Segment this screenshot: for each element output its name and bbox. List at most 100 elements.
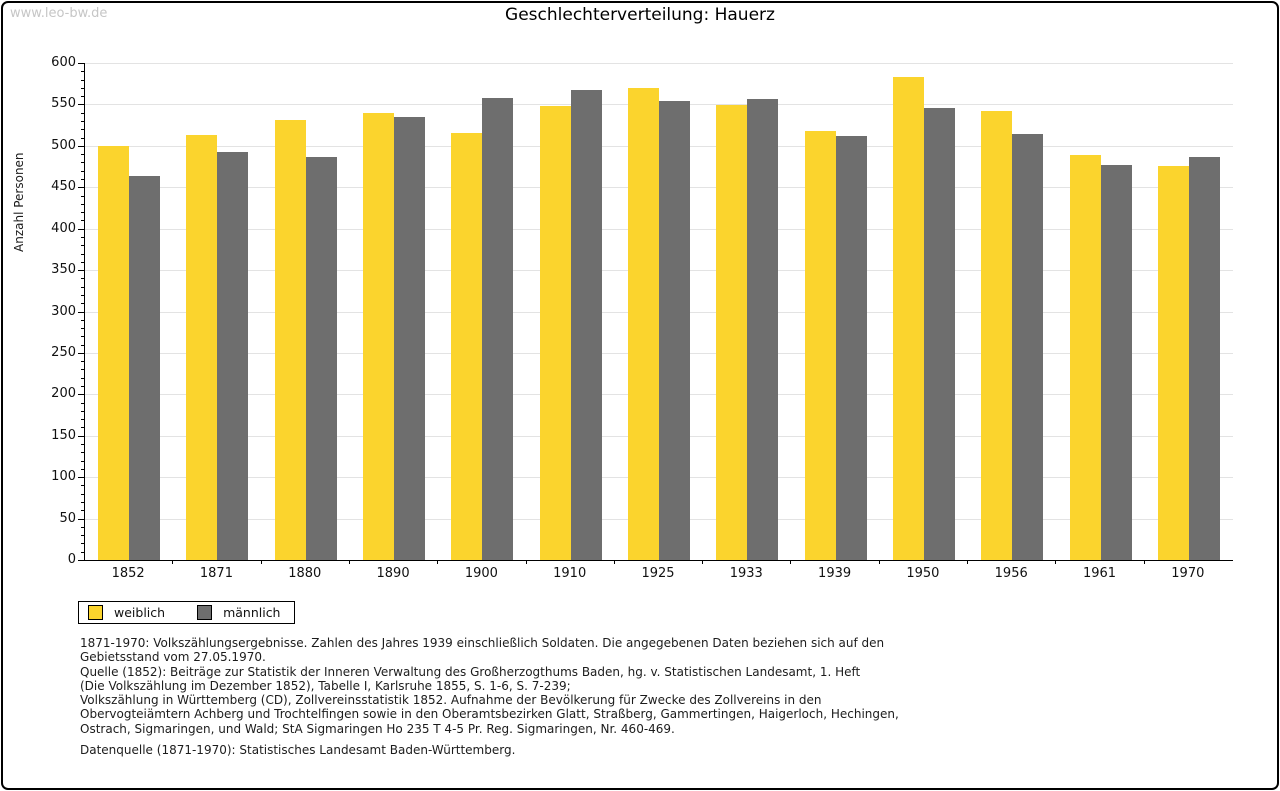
watermark-url: www.leo-bw.de bbox=[10, 6, 108, 21]
x-axis-tick bbox=[878, 560, 880, 564]
bar-männlich-1950 bbox=[923, 107, 955, 560]
x-axis-tick bbox=[437, 560, 439, 564]
x-axis-tick-label: 1956 bbox=[994, 566, 1028, 581]
y-axis-minor-tick bbox=[81, 303, 84, 305]
y-axis-minor-tick bbox=[81, 71, 84, 73]
bar-weiblich-1950 bbox=[892, 77, 924, 560]
x-axis-tick-label: 1950 bbox=[906, 566, 940, 581]
y-axis-minor-tick bbox=[81, 79, 84, 81]
y-axis-minor-tick bbox=[81, 543, 84, 545]
footnote-line: 1871-1970: Volkszählungsergebnisse. Zahl… bbox=[80, 636, 885, 650]
plot-area bbox=[84, 63, 1233, 561]
bar-männlich-1852 bbox=[129, 175, 161, 560]
y-axis-major-tick bbox=[78, 560, 84, 561]
y-axis-major-tick bbox=[78, 63, 84, 64]
legend-item-weiblich: weiblich bbox=[88, 605, 165, 620]
y-axis-minor-tick bbox=[81, 526, 84, 528]
x-axis-tick bbox=[525, 560, 527, 564]
y-axis-minor-tick bbox=[81, 162, 84, 164]
bar-männlich-1900 bbox=[482, 97, 514, 560]
y-axis-minor-tick bbox=[81, 203, 84, 205]
bar-weiblich-1880 bbox=[274, 120, 306, 560]
x-axis-tick bbox=[702, 560, 704, 564]
x-axis-tick-label: 1871 bbox=[199, 566, 233, 581]
y-axis-minor-tick bbox=[81, 87, 84, 89]
y-axis-major-tick bbox=[78, 352, 84, 354]
bar-männlich-1910 bbox=[570, 90, 602, 560]
y-axis-minor-tick bbox=[81, 452, 84, 454]
y-axis-minor-tick bbox=[81, 493, 84, 495]
y-axis-minor-tick bbox=[81, 261, 84, 263]
y-axis-tick-label: 500 bbox=[51, 137, 76, 153]
x-axis-tick-label: 1961 bbox=[1082, 566, 1117, 581]
bar-weiblich-1900 bbox=[451, 132, 483, 560]
x-axis-tick bbox=[260, 560, 262, 564]
y-axis-major-tick bbox=[78, 104, 84, 106]
x-axis-tick-label: 1910 bbox=[553, 566, 587, 581]
bar-weiblich-1910 bbox=[539, 106, 571, 560]
legend-swatch-maennlich-icon bbox=[197, 605, 213, 620]
footnotes: 1871-1970: Volkszählungsergebnisse. Zahl… bbox=[80, 636, 1200, 736]
y-axis-major-tick bbox=[78, 518, 84, 520]
bar-männlich-1939 bbox=[835, 135, 867, 560]
y-axis-major-tick bbox=[78, 187, 84, 189]
x-axis-tick bbox=[790, 560, 792, 564]
y-axis-minor-tick bbox=[81, 278, 84, 280]
legend-label-weiblich: weiblich bbox=[114, 605, 166, 620]
y-axis-tick-label: 400 bbox=[51, 220, 76, 236]
chart-title: Geschlechterverteilung: Hauerz bbox=[505, 5, 775, 25]
y-axis-minor-tick bbox=[81, 319, 84, 321]
x-axis-tick-label: 1880 bbox=[288, 566, 322, 581]
footnote-line: Obervogteiämtern Achberg und Trochtelfin… bbox=[80, 707, 899, 722]
y-axis-minor-tick bbox=[81, 212, 84, 214]
y-axis-minor-tick bbox=[81, 96, 84, 98]
y-axis-minor-tick bbox=[81, 386, 84, 388]
x-axis-tick bbox=[613, 560, 615, 564]
y-axis-minor-tick bbox=[81, 502, 84, 504]
y-axis-tick-label: 100 bbox=[51, 469, 76, 485]
y-axis-minor-tick bbox=[81, 129, 84, 131]
y-axis-minor-tick bbox=[81, 377, 84, 379]
bar-weiblich-1961 bbox=[1069, 154, 1101, 560]
gridline bbox=[85, 63, 1233, 64]
y-axis-major-tick bbox=[78, 435, 84, 437]
y-axis-major-tick bbox=[78, 228, 84, 230]
y-axis-minor-tick bbox=[81, 120, 84, 122]
y-axis-minor-tick bbox=[81, 245, 84, 247]
y-axis-tick-label: 300 bbox=[51, 303, 76, 319]
y-axis-tick-label: 550 bbox=[51, 96, 76, 112]
bar-weiblich-1933 bbox=[716, 105, 748, 560]
y-axis-major-tick bbox=[78, 145, 84, 147]
x-axis-tick bbox=[967, 560, 969, 564]
bar-männlich-1970 bbox=[1188, 157, 1220, 560]
y-axis-minor-tick bbox=[81, 535, 84, 537]
bar-weiblich-1925 bbox=[628, 87, 659, 560]
y-axis-minor-tick bbox=[81, 336, 84, 338]
legend-swatch-weiblich-icon bbox=[88, 605, 103, 620]
y-axis-minor-tick bbox=[81, 551, 84, 553]
x-axis-tick-label: 1939 bbox=[818, 566, 852, 581]
y-axis-minor-tick bbox=[81, 170, 84, 172]
x-axis-tick-label: 1890 bbox=[376, 566, 410, 581]
bar-männlich-1925 bbox=[659, 101, 690, 560]
y-axis-minor-tick bbox=[81, 328, 84, 330]
y-axis-minor-tick bbox=[81, 468, 84, 470]
footnote-line: Volkszählung in Württemberg (CD), Zollve… bbox=[80, 693, 822, 708]
bar-männlich-1880 bbox=[305, 156, 337, 560]
footnote-line: Ostrach, Sigmaringen, und Wald; StA Sigm… bbox=[80, 721, 675, 736]
bar-weiblich-1970 bbox=[1157, 165, 1189, 560]
y-axis-minor-tick bbox=[81, 460, 84, 462]
legend: weiblich männlich bbox=[78, 601, 296, 624]
bar-weiblich-1939 bbox=[804, 130, 836, 560]
y-axis-minor-tick bbox=[81, 178, 84, 180]
y-axis-minor-tick bbox=[81, 253, 84, 255]
y-axis-minor-tick bbox=[81, 510, 84, 512]
y-axis-tick-label: 0 bbox=[67, 552, 76, 567]
y-axis-minor-tick bbox=[81, 220, 84, 222]
y-axis-tick-label: 200 bbox=[51, 386, 76, 402]
y-axis-major-tick bbox=[78, 477, 84, 479]
y-axis-minor-tick bbox=[81, 444, 84, 446]
x-axis-tick bbox=[1143, 560, 1145, 564]
y-axis-major-tick bbox=[78, 311, 84, 313]
y-axis-minor-tick bbox=[81, 195, 84, 197]
